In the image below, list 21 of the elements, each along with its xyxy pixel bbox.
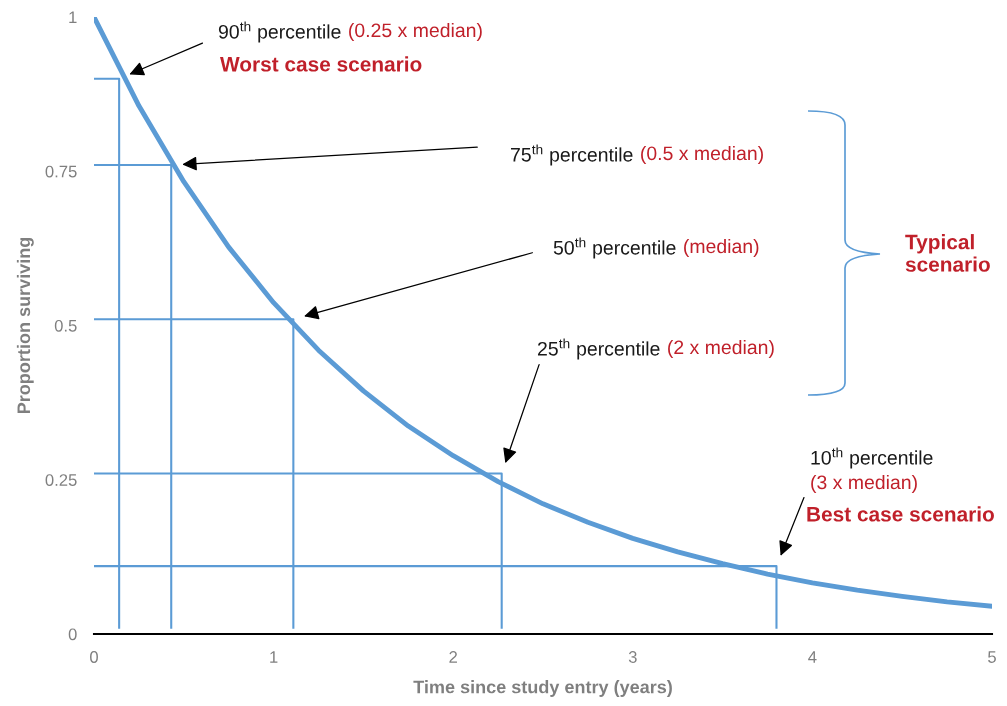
annotation: 50$^{th}$ percentile (median) (553, 237, 759, 259)
annotation: 10$^{th}$ percentile (3 x median) (811, 447, 933, 494)
x-axis-title: Time since study entry (years) (413, 680, 672, 697)
x-tick-label: 0 (90, 651, 98, 663)
x-tick-label: 4 (808, 651, 817, 663)
x-tick-label: 1 (270, 651, 278, 663)
annotation: 90$^{th}$ percentile (0.25 x median) (218, 21, 482, 43)
annotation: 25$^{th}$ percentile (2 x median) (537, 338, 774, 360)
y-tick-label: 0.5 (54, 319, 77, 332)
annotation: Worst case scenario (220, 56, 422, 72)
y-tick-label: 0.25 (45, 474, 77, 486)
annotation: 75$^{th}$ percentile (0.5 x median) (511, 144, 763, 166)
annotation: Best case scenario (807, 506, 994, 522)
y-axis-title: Proportion surviving (16, 237, 34, 414)
y-tick-label: 0.75 (45, 165, 77, 178)
y-tick-label: 0 (68, 628, 77, 641)
x-tick-label: 2 (449, 651, 457, 663)
x-tick-label: 5 (988, 651, 996, 663)
x-tick-label: 3 (628, 651, 637, 663)
y-tick-label: 1 (69, 11, 77, 24)
annotation: Typical scenario (905, 234, 990, 272)
